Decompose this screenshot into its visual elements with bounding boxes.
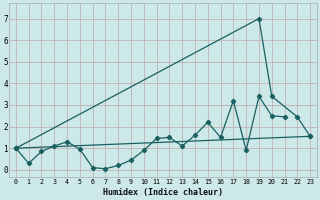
X-axis label: Humidex (Indice chaleur): Humidex (Indice chaleur)	[103, 188, 223, 197]
